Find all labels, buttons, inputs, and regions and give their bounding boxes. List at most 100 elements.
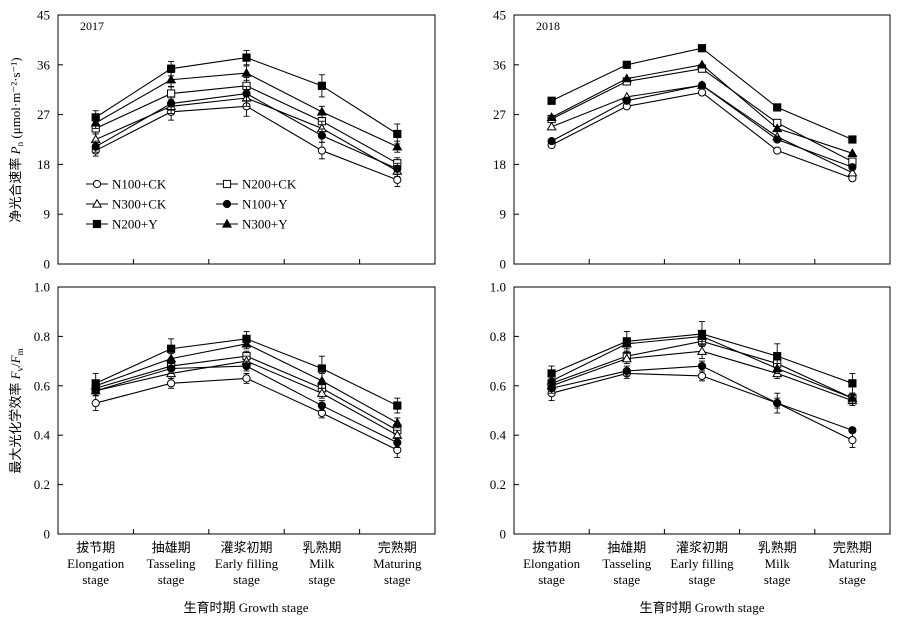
data-point (621, 353, 632, 363)
data-point (242, 53, 251, 62)
fvfm-2017-series-n100-ck (91, 373, 402, 458)
data-point (697, 88, 707, 97)
data-point (393, 164, 402, 173)
data-point (546, 121, 557, 131)
fvfm-2018-x-tick-label: stage (613, 572, 640, 587)
series-line (551, 372, 853, 441)
legend-marker (92, 179, 102, 189)
data-point (848, 426, 857, 435)
data-point (167, 64, 176, 73)
fvfm-2018-x-tick-label: 灌浆初期 (676, 540, 728, 555)
series-line (95, 377, 398, 451)
pn-2017-y-tick-label: 27 (37, 107, 51, 122)
fvfm-2018-plot-frame (513, 286, 891, 535)
data-point (242, 89, 251, 98)
data-point (697, 361, 707, 371)
fvfm-2018-x-tick-label: Early filling (670, 556, 734, 571)
data-point (167, 364, 176, 373)
fvfm-2017-series-n300-y (90, 338, 403, 429)
legend-item: N200+CK (216, 177, 297, 192)
data-point (393, 129, 402, 139)
data-point (91, 142, 100, 151)
data-point (167, 379, 176, 388)
fvfm-2018-y-tick-label: 0.8 (490, 329, 506, 344)
pn-2018-series-n200-y (547, 44, 857, 144)
data-point (696, 331, 708, 341)
data-point (773, 135, 782, 144)
pn-2018-plot-frame (513, 14, 891, 265)
legend-label: N100+CK (112, 177, 167, 192)
fvfm-2018-x-tick-label: 完熟期 (833, 540, 872, 555)
legend-label: N200+Y (112, 217, 158, 232)
legend-label: N300+Y (242, 217, 288, 232)
pn-y-axis-label: 净光合速率 Pn (μmol·m⁻²·s⁻¹) (8, 57, 25, 222)
data-point (317, 364, 326, 373)
fvfm-2018-y-tick-label: 0.2 (490, 477, 506, 492)
fvfm-2017-x-tick-label: stage (82, 572, 109, 587)
fvfm-2017-y-tick-label: 0 (44, 527, 51, 542)
legend: N100+CK N200+CK N300+CK N100+Y N200+Y N300+Y (86, 177, 297, 232)
data-point (316, 375, 327, 385)
pn-2018-y-tick-label: 18 (493, 157, 506, 172)
data-point (621, 73, 632, 83)
pn-2017-y-tick-label: 45 (37, 8, 50, 23)
data-point (848, 379, 857, 388)
data-point (90, 117, 101, 127)
data-point (847, 167, 858, 177)
data-point (316, 106, 327, 116)
pn-2018-y-tick-label: 9 (500, 207, 507, 222)
fvfm-2018-series-n100-ck (547, 368, 857, 448)
data-point (772, 123, 783, 133)
data-point (242, 361, 251, 371)
series-line (95, 105, 398, 181)
legend-item: N200+Y (86, 217, 158, 232)
legend-item: N300+CK (86, 197, 167, 212)
fvfm-2018-x-tick-label: 乳熟期 (758, 540, 797, 555)
data-point (773, 146, 782, 155)
data-point (848, 163, 857, 172)
fvfm-2017-x-tick-label: Elongation (67, 556, 125, 571)
data-point (696, 59, 708, 69)
legend-item: N100+Y (216, 197, 288, 212)
pn-2017-year-label: 2017 (80, 19, 104, 33)
fvfm-2018-series-n100-y (547, 360, 857, 435)
data-point (697, 81, 707, 90)
data-point (848, 135, 857, 144)
data-point (317, 81, 326, 90)
data-point (546, 112, 557, 122)
pn-2018-year-label: 2018 (536, 19, 560, 33)
data-point (167, 344, 176, 353)
fvfm-2018-x-tick-label: 抽雄期 (607, 540, 646, 555)
data-point (167, 99, 176, 108)
data-point (773, 103, 782, 112)
pn-2017-series-n100-ck (91, 95, 402, 187)
data-point (547, 137, 556, 146)
fvfm-2018-x-tick-label: Tasseling (602, 556, 651, 571)
pn-2018-series-n100-y (547, 81, 857, 172)
fvfm-2017-x-tick-label: Milk (309, 556, 335, 571)
fvfm-2017-series-n100-y (91, 360, 402, 448)
fvfm-2017-x-tick-label: stage (384, 572, 411, 587)
data-point (773, 352, 782, 361)
pn-2017-y-tick-label: 36 (37, 57, 51, 72)
data-point (697, 371, 707, 381)
fvfm-2018-x-tick-label: stage (839, 572, 866, 587)
legend-marker (91, 198, 103, 208)
x-axis-title-left: 生育时期 Growth stage (184, 600, 309, 615)
data-point (622, 60, 631, 69)
x-axis-title-right: 生育时期 Growth stage (640, 600, 765, 615)
fvfm-2018-y-tick-label: 0.4 (490, 428, 507, 443)
data-point (242, 374, 251, 383)
fvfm-2017-x-tick-label: 拔节期 (76, 540, 115, 555)
data-point (622, 96, 631, 105)
fvfm-2018-panel: 00.20.40.60.81.0拔节期Elongationstage抽雄期Tas… (490, 280, 891, 587)
data-point (773, 398, 782, 408)
pn-2018-series-n100-ck (547, 88, 857, 183)
data-point (696, 346, 708, 355)
data-point (393, 438, 402, 447)
data-point (546, 375, 557, 385)
fvfm-2018-x-tick-label: stage (538, 572, 565, 587)
fvfm-2018-x-tick-label: stage (764, 572, 791, 587)
fvfm-2017-x-tick-label: Early filling (215, 556, 279, 571)
data-point (317, 146, 326, 155)
